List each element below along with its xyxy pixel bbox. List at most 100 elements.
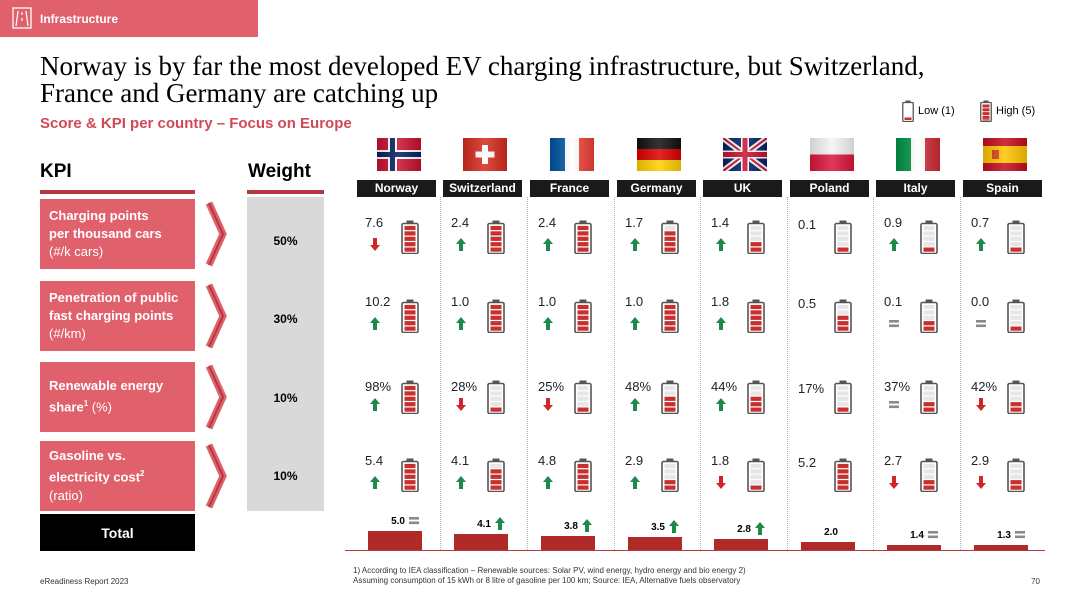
kpi-value: 2.4 [451, 215, 470, 230]
kpi-value: 1.4 [711, 215, 730, 230]
report-name: eReadiness Report 2023 [40, 577, 129, 586]
battery-score-icon [1007, 220, 1025, 254]
arrow-down-icon [543, 398, 553, 411]
column-divider [787, 197, 788, 550]
weight-header-underline [247, 190, 324, 194]
page-subtitle: Score & KPI per country – Focus on Europ… [40, 115, 352, 132]
page-title: Norway is by far the most developed EV c… [40, 53, 1040, 107]
kpi-value: 17% [798, 381, 825, 396]
arrow-up-icon [543, 238, 553, 251]
battery-score-icon [747, 220, 765, 254]
kpi-value: 1.0 [538, 294, 557, 309]
total-bar [454, 534, 508, 550]
uk-flag [721, 135, 769, 174]
battery-score-icon [834, 220, 852, 254]
battery-score-icon [1007, 380, 1025, 414]
total-bar [887, 545, 941, 550]
arrow-up-icon [582, 519, 592, 532]
kpi-line: electricity cost [49, 469, 141, 485]
kpi-value: 25% [538, 379, 565, 394]
kpi-value: 1.0 [625, 294, 644, 309]
kpi-fast-charging: Penetration of public fast charging poin… [40, 281, 195, 351]
kpi-header: KPI [40, 161, 72, 182]
battery-score-icon [487, 458, 505, 492]
arrow-up-icon [370, 398, 380, 411]
column-divider [960, 197, 961, 550]
country-header: Poland [790, 180, 869, 197]
chevron-right-icon [205, 201, 227, 267]
germany-flag [637, 138, 681, 171]
battery-score-icon [574, 220, 592, 254]
total-bar [801, 542, 855, 550]
switzerland-flag [463, 138, 507, 171]
footnote-marker: 1) [353, 566, 361, 575]
weight-value: 10% [273, 469, 298, 483]
battery-score-icon [747, 458, 765, 492]
kpi-value: 1.8 [711, 294, 730, 309]
battery-score-icon [574, 299, 592, 333]
country-header: Norway [357, 180, 436, 197]
equal-icon [409, 517, 419, 525]
battery-score-icon [920, 380, 938, 414]
column-divider [440, 197, 441, 550]
weight-column-bg [247, 197, 324, 511]
arrow-down-icon [716, 476, 726, 489]
total-bar [541, 536, 595, 550]
arrow-down-icon [456, 398, 466, 411]
battery-score-icon [1007, 299, 1025, 333]
kpi-value: 0.1 [884, 294, 903, 309]
kpi-value: 4.8 [538, 453, 557, 468]
arrow-up-icon [630, 476, 640, 489]
kpi-value: 44% [711, 379, 738, 394]
norway-flag [377, 138, 421, 171]
footnote-1: According to IEA classification – Renewa… [360, 566, 739, 575]
kpi-value: 1.0 [451, 294, 470, 309]
total-bar [628, 537, 682, 550]
total-score-label: 4.1 [477, 519, 491, 530]
section-tab-label: Infrastructure [40, 11, 119, 26]
chevron-right-icon [205, 283, 227, 349]
kpi-unit: (%) [88, 399, 112, 415]
kpi-value: 0.7 [971, 215, 990, 230]
weight-value: 10% [273, 391, 298, 405]
equal-icon [976, 320, 986, 328]
arrow-up-icon [370, 476, 380, 489]
arrow-up-icon [716, 238, 726, 251]
kpi-value: 2.7 [884, 453, 903, 468]
kpi-value: 7.6 [365, 215, 384, 230]
country-header: Germany [617, 180, 696, 197]
equal-icon [928, 531, 938, 539]
battery-low-icon [902, 100, 914, 122]
kpi-value: 42% [971, 379, 998, 394]
arrow-up-icon [889, 238, 899, 251]
kpi-header-underline [40, 190, 195, 194]
kpi-unit: (#/k cars) [49, 244, 104, 259]
kpi-line: Gasoline vs. [49, 448, 126, 464]
france-flag [550, 138, 594, 171]
arrow-up-icon [456, 476, 466, 489]
battery-high-icon [980, 100, 992, 122]
kpi-footnote-ref: 2 [140, 469, 145, 479]
arrow-up-icon [716, 317, 726, 330]
section-tab: Infrastructure [0, 0, 258, 37]
kpi-charging-points: Charging points per thousand cars (#/k c… [40, 199, 195, 269]
country-header: Switzerland [443, 180, 522, 197]
kpi-unit: (#/km) [49, 326, 86, 341]
country-header: UK [703, 180, 782, 197]
kpi-value: 4.1 [451, 453, 470, 468]
arrow-up-icon [669, 520, 679, 533]
battery-score-icon [487, 299, 505, 333]
battery-score-icon [920, 458, 938, 492]
total-score-label: 2.8 [737, 524, 751, 535]
total-score-label: 3.8 [564, 521, 578, 532]
kpi-gasoline-vs-electricity: Gasoline vs. electricity cost2 (ratio) [40, 441, 195, 511]
kpi-value: 37% [884, 379, 911, 394]
kpi-value: 5.4 [365, 453, 384, 468]
arrow-up-icon [755, 522, 765, 535]
battery-score-icon [401, 299, 419, 333]
total-score-label: 5.0 [391, 516, 405, 527]
weight-value: 50% [273, 234, 298, 248]
country-header: France [530, 180, 609, 197]
kpi-value: 0.1 [798, 217, 817, 232]
spain-flag [983, 138, 1027, 171]
